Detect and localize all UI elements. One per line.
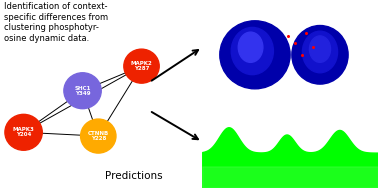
Text: Phenotypes: Phenotypes	[209, 99, 274, 109]
Ellipse shape	[292, 26, 348, 84]
Text: SHC1
Y349: SHC1 Y349	[74, 85, 91, 96]
Circle shape	[64, 73, 101, 109]
Text: Interactions: Interactions	[209, 3, 276, 13]
Text: Identification of context-
specific differences from
clustering phosphotyr-
osin: Identification of context- specific diff…	[4, 2, 108, 43]
Ellipse shape	[231, 27, 273, 75]
Ellipse shape	[220, 21, 290, 89]
Ellipse shape	[302, 31, 338, 73]
Ellipse shape	[310, 36, 330, 62]
Text: Predictions: Predictions	[105, 171, 163, 181]
Circle shape	[124, 49, 159, 83]
Circle shape	[5, 114, 42, 150]
Text: CTNNB
Y228: CTNNB Y228	[88, 131, 109, 141]
Text: MAPK3
Y204: MAPK3 Y204	[12, 127, 34, 138]
Circle shape	[81, 119, 116, 153]
Text: MAPK2
Y287: MAPK2 Y287	[131, 61, 152, 71]
Ellipse shape	[238, 32, 263, 62]
